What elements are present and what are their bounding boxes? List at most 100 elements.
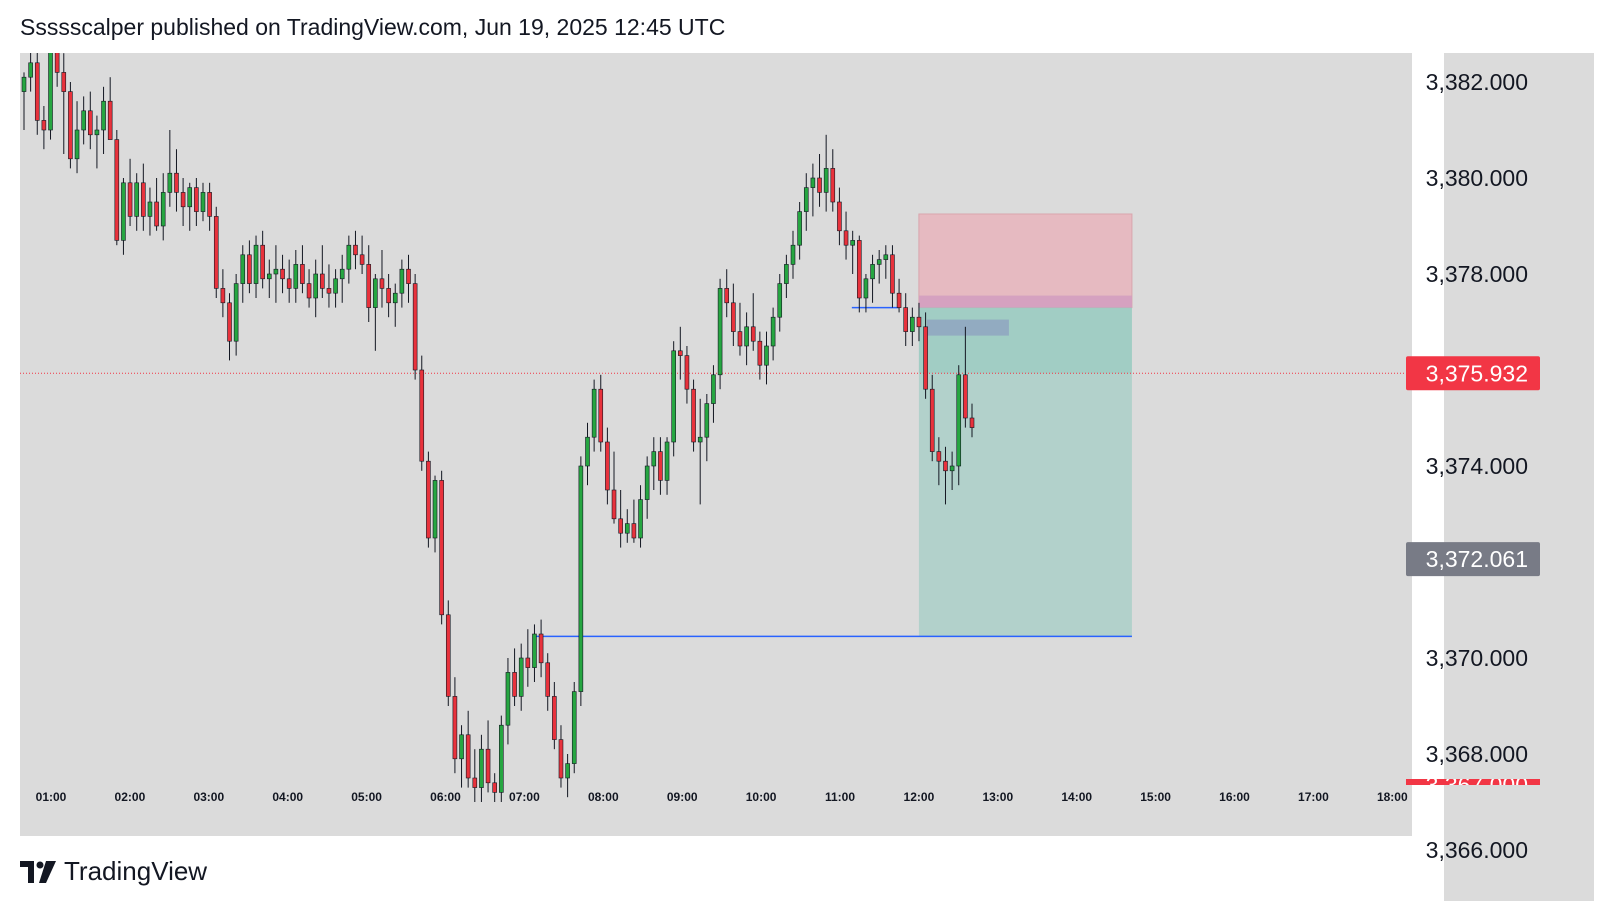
candle [664,437,670,495]
candle-body [817,177,822,193]
candle [810,163,816,217]
price-tick-label: 3,378.000 [1426,261,1528,287]
time-tick-label: 04:00 [272,790,303,804]
time-tick-label: 16:00 [1219,790,1250,804]
candle-body [339,268,345,280]
candle-body [578,465,584,692]
candle [465,710,471,788]
candle-body [439,480,444,616]
candle-body [757,340,763,366]
candle [154,178,159,231]
candle [300,245,305,294]
candle [485,720,491,793]
candle-body [797,211,802,246]
candle [949,451,955,490]
entry-price-label-badge [1406,542,1540,577]
position-zones [918,213,1133,637]
candle-body [903,307,908,332]
candle [631,499,637,543]
candle-body [963,374,968,419]
candle-body [910,316,915,332]
candle-body [876,259,882,265]
candle [545,653,551,711]
candle [266,259,272,298]
price-axis[interactable] [1444,53,1594,901]
candle [830,149,836,212]
candle-body [512,672,517,697]
candle [605,427,610,505]
candle [817,154,822,207]
candle [591,379,597,452]
candle-body [213,216,219,289]
candle [969,403,975,438]
candle [41,106,47,150]
candle-body [678,350,683,356]
candle [74,101,80,174]
candle-body [850,240,855,246]
candle-body [260,244,265,280]
candle-body [187,187,193,208]
candle-body [704,403,710,438]
candle-body [611,489,617,520]
candle [896,278,902,313]
candle-body [777,283,783,318]
stop-loss-zone[interactable] [918,213,1133,309]
candle-body [803,187,809,212]
candle-body [313,273,318,299]
candle [54,53,60,87]
candle [359,235,365,274]
footer-logo[interactable]: TradingView [20,856,207,887]
candle [399,259,405,308]
candle-body [691,388,696,443]
time-tick-label: 12:00 [904,790,935,804]
time-tick-label: 07:00 [509,790,540,804]
candle [68,82,73,169]
candle [691,379,696,452]
candle [671,341,676,457]
candle [956,365,962,486]
candle [638,485,643,548]
open-profit-zone [918,307,1132,374]
candle [121,178,126,255]
candle [518,643,524,711]
price-tick-label: 3,382.000 [1426,69,1528,95]
candle [213,206,219,298]
candle [863,274,869,313]
candle [94,115,100,169]
candle-body [346,244,352,270]
candle-body [591,388,597,438]
candle-body [956,374,962,467]
candle [306,269,312,308]
footer-brand-label: TradingView [64,856,208,886]
chart-plot-area[interactable] [20,53,1412,836]
candle [757,331,763,380]
candle-body [200,192,206,212]
candle [426,451,431,548]
time-tick-label: 17:00 [1298,790,1329,804]
candle-body [624,523,630,534]
entry-price-label: 3,372.061 [1426,546,1528,572]
candle-body [472,777,478,788]
candle [658,437,663,495]
candle-body [857,240,862,299]
candle [571,682,577,774]
candle [585,422,590,486]
candle [180,178,186,226]
candle [744,312,749,366]
candle [618,490,623,548]
candle-body [94,129,100,136]
candle [910,307,915,346]
candle [379,250,385,308]
candle-body [432,480,438,539]
candle [412,274,418,380]
candle-body [605,441,610,491]
candle-body [253,244,259,284]
candle-body [88,110,93,136]
candle [366,245,372,322]
candle-body [837,201,842,232]
candle [452,677,458,774]
candle-body [764,345,769,366]
candle [260,230,265,289]
time-tick-label: 05:00 [351,790,382,804]
